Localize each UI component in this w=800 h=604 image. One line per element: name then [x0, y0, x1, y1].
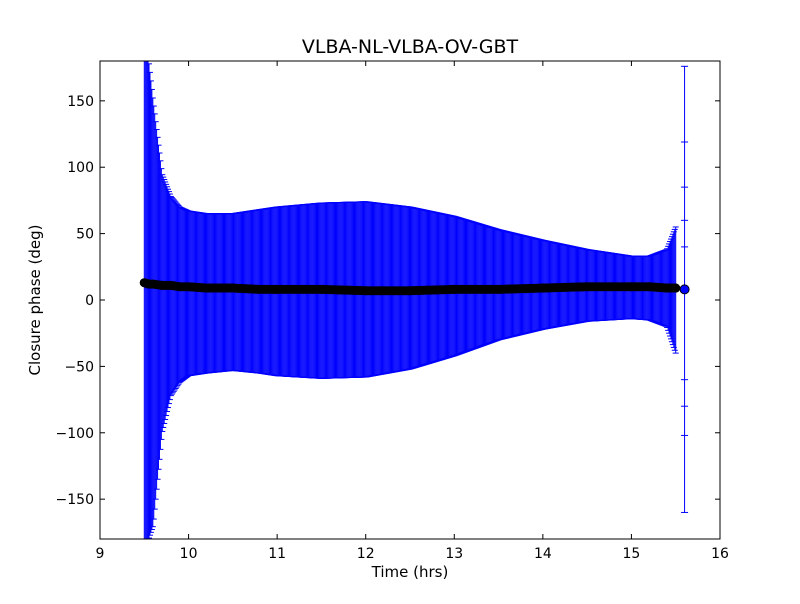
- data-point: [175, 282, 185, 292]
- x-axis-label: Time (hrs): [371, 563, 449, 581]
- data-point: [644, 282, 654, 292]
- error-bars: [141, 61, 689, 539]
- x-tick-label: 9: [96, 546, 105, 562]
- y-axis-label: Closure phase (deg): [26, 225, 44, 376]
- y-tick-label: −150: [56, 492, 94, 508]
- y-tick-label: −100: [56, 426, 94, 442]
- data-point: [361, 286, 371, 296]
- y-tick-label: −50: [64, 359, 94, 375]
- data-point: [148, 279, 158, 289]
- y-tick-label: 100: [67, 160, 94, 176]
- data-point: [494, 284, 504, 294]
- y-tick-label: 0: [85, 293, 94, 309]
- x-tick-label: 11: [268, 546, 286, 562]
- x-tick-label: 14: [534, 546, 552, 562]
- data-point: [449, 284, 459, 294]
- data-point: [254, 284, 264, 294]
- x-tick-label: 13: [445, 546, 463, 562]
- data-point: [184, 282, 194, 292]
- y-tick-label: 150: [67, 94, 94, 110]
- data-point: [662, 283, 672, 293]
- data-point: [538, 283, 548, 293]
- data-point: [316, 284, 326, 294]
- data-point: [166, 280, 176, 290]
- data-point: [679, 284, 690, 295]
- plot-area: 9 10 11 12 13 14 15 16 −150 −100 −50 0 50 100 150: [56, 60, 729, 562]
- data-point: [201, 283, 211, 293]
- y-tick-label: 50: [76, 227, 94, 243]
- x-tick-label: 16: [711, 546, 729, 562]
- data-point: [272, 284, 282, 294]
- data-point: [626, 282, 636, 292]
- x-tick-label: 10: [180, 546, 198, 562]
- data-point: [157, 280, 167, 290]
- x-tick-label: 12: [357, 546, 375, 562]
- x-tick-label: 15: [623, 546, 641, 562]
- data-point: [671, 283, 681, 293]
- data-point: [405, 286, 415, 296]
- data-point: [228, 283, 238, 293]
- data-point: [582, 282, 592, 292]
- chart-title: VLBA-NL-VLBA-OV-GBT: [302, 36, 519, 58]
